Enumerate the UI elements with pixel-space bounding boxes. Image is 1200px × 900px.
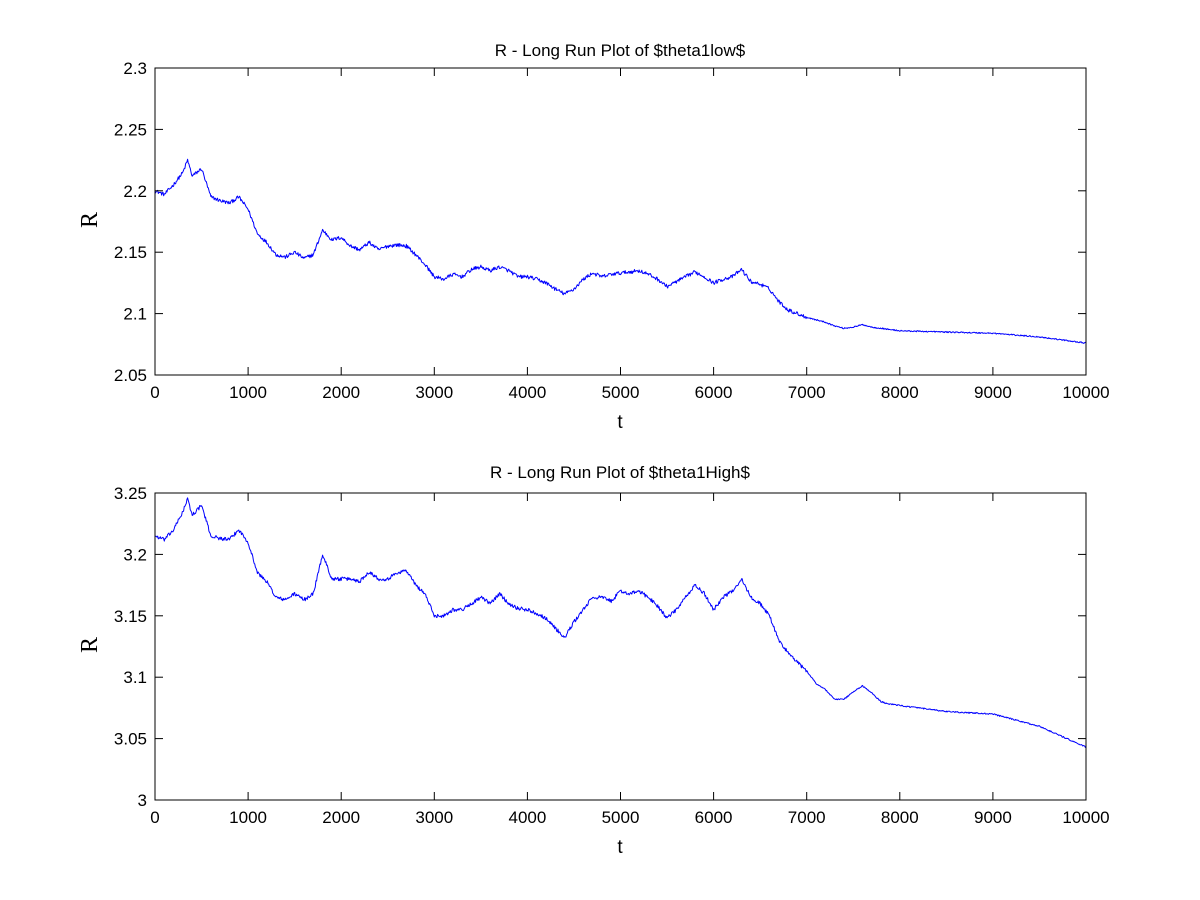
- x-tick-label: 1000: [229, 383, 267, 402]
- x-tick-label: 10000: [1062, 383, 1109, 402]
- y-tick-label: 2.15: [114, 243, 147, 262]
- x-tick-label: 8000: [881, 383, 919, 402]
- x-tick-label: 10000: [1062, 808, 1109, 827]
- x-tick-label: 6000: [695, 383, 733, 402]
- y-tick-label: 3: [138, 791, 147, 810]
- x-tick-label: 5000: [602, 808, 640, 827]
- x-tick-label: 9000: [974, 808, 1012, 827]
- chart-title: R - Long Run Plot of $theta1High$: [490, 463, 750, 482]
- plot-frame: [154, 492, 1087, 801]
- x-tick-label: 3000: [415, 383, 453, 402]
- y-tick-label: 3.15: [114, 607, 147, 626]
- series-line: [154, 497, 1087, 748]
- x-tick-label: 0: [150, 808, 159, 827]
- chart-bottom: R - Long Run Plot of $theta1High$ R t 0 1…: [77, 463, 1110, 858]
- y-tick-label: 2.25: [114, 120, 147, 139]
- x-axis-label: t: [617, 837, 623, 858]
- x-tick-label: 4000: [508, 808, 546, 827]
- x-tick-label: 6000: [695, 808, 733, 827]
- chart-top: R - Long Run Plot of $theta1low$ R t 0 10…: [77, 41, 1110, 433]
- plot-frame: [154, 67, 1087, 376]
- x-tick-label: 3000: [415, 808, 453, 827]
- x-tick-label: 7000: [788, 808, 826, 827]
- x-tick-label: 7000: [788, 383, 826, 402]
- x-tick-label: 0: [150, 383, 159, 402]
- y-tick-label: 3.25: [114, 484, 147, 503]
- y-tick-label: 3.1: [123, 668, 147, 687]
- y-tick-label: 2.1: [123, 305, 147, 324]
- y-tick-label: 2.2: [123, 182, 147, 201]
- x-tick-label: 8000: [881, 808, 919, 827]
- y-tick-label: 3.05: [114, 730, 147, 749]
- y-tick-label: 3.2: [123, 545, 147, 564]
- x-tick-label: 9000: [974, 383, 1012, 402]
- y-tick-label: 2.05: [114, 366, 147, 385]
- y-axis-label: R: [77, 637, 103, 653]
- x-tick-label: 4000: [508, 383, 546, 402]
- y-tick-label: 2.3: [123, 59, 147, 78]
- x-tick-label: 2000: [322, 808, 360, 827]
- x-axis-label: t: [617, 412, 623, 433]
- x-tick-label: 2000: [322, 383, 360, 402]
- series-line: [154, 158, 1087, 344]
- y-axis-label: R: [77, 212, 103, 228]
- chart-title: R - Long Run Plot of $theta1low$: [495, 41, 746, 60]
- x-tick-label: 1000: [229, 808, 267, 827]
- x-tick-label: 5000: [602, 383, 640, 402]
